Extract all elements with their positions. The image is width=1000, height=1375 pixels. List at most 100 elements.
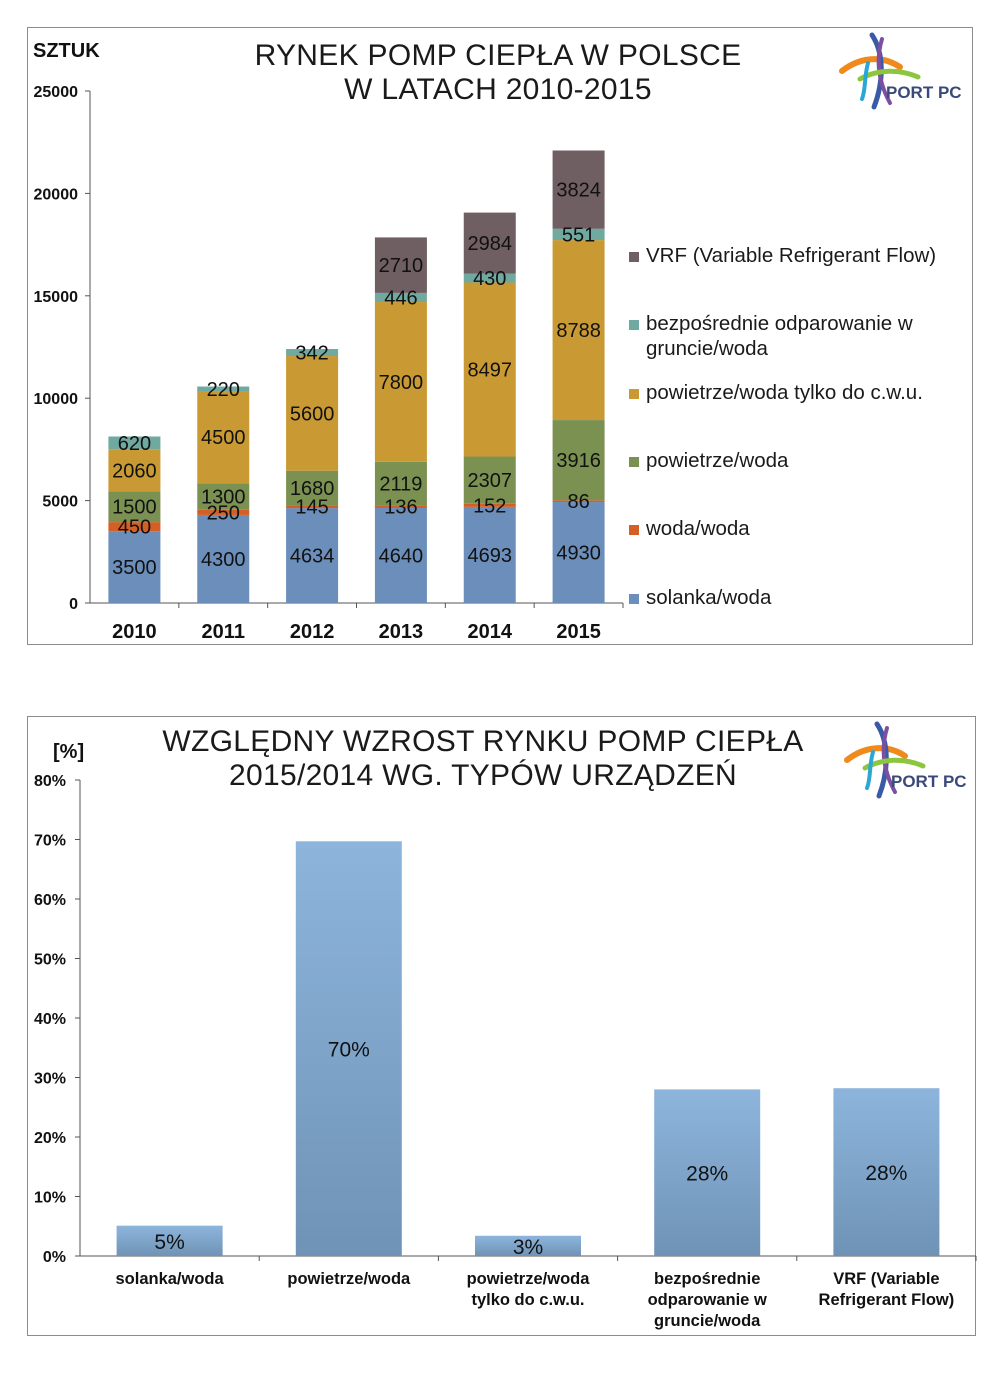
data-label: 3500	[112, 557, 157, 579]
bar-segment	[197, 483, 250, 510]
legend-swatch	[629, 252, 639, 262]
bar-segment	[286, 356, 339, 471]
bar-segment	[286, 470, 339, 506]
port-pc-logo: PORT PC	[843, 721, 973, 802]
bar	[116, 1225, 223, 1256]
bar	[833, 1088, 940, 1256]
bar-segment	[108, 436, 161, 450]
legend-label: solanka/woda	[646, 586, 772, 609]
bar-segment	[374, 505, 427, 508]
bar-segment	[552, 150, 605, 229]
data-label: 3%	[513, 1236, 543, 1259]
data-label: 250	[207, 502, 240, 524]
x-tick-label: odparowanie w	[648, 1291, 767, 1309]
bar-segment	[463, 212, 516, 274]
bar-segment	[463, 503, 516, 507]
growth-bar-plot: 0% 10% 20% 30% 40% 50% 60% 70% 80% 5% solanka/woda…	[34, 773, 977, 1330]
chart-title: RYNEK POMP CIEPŁA W POLSCE W LATACH 2010…	[218, 39, 778, 107]
y-tick-label: 40%	[34, 1011, 66, 1028]
y-tick-label: 80%	[34, 773, 66, 790]
bar-segment	[552, 500, 605, 503]
bar-segment	[197, 509, 250, 515]
data-label: 3824	[556, 180, 601, 202]
data-label: 28%	[686, 1163, 728, 1186]
bar-segment	[286, 508, 339, 603]
data-label: 136	[384, 497, 417, 519]
data-label: 7800	[379, 372, 424, 394]
bar-segment	[286, 505, 339, 509]
data-label: 450	[118, 517, 151, 539]
legend-label: powietrze/woda tylko do c.w.u.	[646, 381, 923, 404]
data-label: 4693	[468, 545, 513, 567]
legend-label: bezpośrednie odparowanie w gruncie/woda	[646, 312, 913, 360]
x-tick-label: 2013	[379, 621, 424, 643]
y-tick-label: 5000	[42, 494, 78, 511]
x-tick-label: 2012	[290, 621, 335, 643]
data-label: 220	[207, 379, 240, 401]
data-label: 1500	[112, 497, 157, 519]
x-tick-label: powietrze/woda	[467, 1270, 591, 1288]
y-tick-label: 50%	[34, 952, 66, 969]
y-unit-label: SZTUK	[33, 40, 100, 62]
bar-segment	[108, 491, 161, 523]
bar-segment	[374, 237, 427, 293]
bar-segment	[374, 302, 427, 462]
x-tick-label: Refrigerant Flow)	[819, 1291, 955, 1309]
y-tick-label: 20%	[34, 1130, 66, 1147]
data-label: 5%	[154, 1231, 184, 1254]
x-tick-label: solanka/woda	[115, 1270, 224, 1288]
data-label: 4634	[290, 546, 335, 568]
x-tick-label: 2010	[112, 621, 157, 643]
data-label: 4640	[379, 545, 424, 567]
x-tick-label: powietrze/woda	[287, 1270, 411, 1288]
bar-segment	[463, 506, 516, 603]
port-pc-logo-mark	[844, 721, 926, 799]
bar-segment	[552, 420, 605, 501]
x-tick-label: 2011	[202, 621, 245, 643]
legend-swatch	[629, 594, 639, 604]
data-label: 3916	[556, 450, 601, 472]
bar-segment	[463, 282, 516, 457]
data-label: 551	[562, 224, 595, 246]
y-tick-label: 10%	[34, 1190, 66, 1207]
bar-segment	[108, 449, 161, 492]
logo-text: PORT PC	[886, 83, 962, 102]
legend-label: VRF (Variable Refrigerant Flow)	[646, 244, 937, 267]
x-tick-label: tylko do c.w.u.	[471, 1291, 584, 1309]
legend-label: woda/woda	[646, 517, 750, 540]
data-label: 446	[384, 287, 417, 309]
legend-swatch	[629, 389, 639, 399]
logo-text: PORT PC	[891, 772, 967, 791]
legend-label: powietrze/woda	[646, 449, 789, 472]
x-tick-label: 2014	[468, 621, 513, 643]
port-pc-logo-mark	[839, 32, 921, 110]
bar-segment	[197, 514, 250, 603]
bar-segment	[286, 349, 339, 357]
data-label: 145	[295, 497, 328, 519]
bar-segment	[374, 461, 427, 506]
bar-segment	[197, 386, 250, 392]
bar-segment	[108, 531, 161, 603]
bar-segment	[463, 456, 516, 504]
chart-title-line2: 2015/2014 WG. TYPÓW URZĄDZEŃ	[229, 759, 737, 792]
data-label: 8788	[556, 320, 601, 342]
stacked-bar-plot: 0 5000 10000 15000 20000 25000 2010 3500 4501500…	[34, 84, 624, 643]
y-tick-label: 25000	[34, 84, 79, 101]
legend-swatch	[629, 525, 639, 535]
y-tick-label: 0%	[43, 1249, 66, 1266]
data-label: 8497	[468, 360, 513, 382]
bar	[654, 1089, 761, 1256]
data-label: 28%	[865, 1162, 907, 1185]
growth-chart-panel: [%] WZGLĘDNY WZROST RYNKU POMP CIEPŁA 20…	[27, 716, 977, 1336]
data-label: 2307	[468, 470, 513, 492]
data-label: 4930	[556, 543, 601, 565]
x-tick-label: VRF (Variable	[833, 1270, 939, 1288]
x-tick-label: gruncie/woda	[654, 1312, 761, 1330]
y-tick-label: 10000	[34, 391, 79, 408]
bar-segment	[552, 502, 605, 603]
bar	[475, 1235, 581, 1256]
stacked-chart-panel: SZTUK RYNEK POMP CIEPŁA W POLSCE W LATAC…	[27, 27, 973, 645]
data-label: 620	[118, 433, 151, 455]
chart-title-line1: WZGLĘDNY WZROST RYNKU POMP CIEPŁA	[162, 725, 804, 758]
bar-segment	[374, 292, 427, 303]
